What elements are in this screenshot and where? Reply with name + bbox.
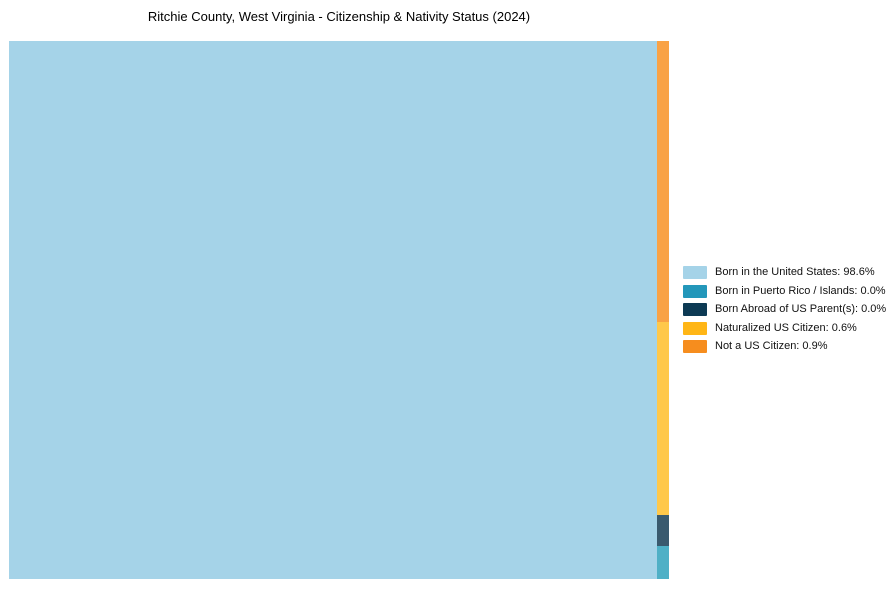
legend-swatch-born-in-us-icon — [683, 266, 707, 279]
legend-item-born-abroad[interactable]: Born Abroad of US Parent(s): 0.0% — [683, 303, 886, 316]
treemap-rect-born-in-us[interactable] — [9, 41, 657, 579]
treemap-rect-not-us-citizen[interactable] — [657, 41, 669, 322]
treemap-rect-naturalized-citizen[interactable] — [657, 322, 669, 515]
legend-swatch-naturalized-icon — [683, 321, 707, 335]
legend-label: Naturalized US Citizen: 0.6% — [715, 321, 857, 334]
legend: Born in the United States: 98.6% Born in… — [683, 266, 886, 359]
legend-item-not-us-citizen[interactable]: Not a US Citizen: 0.9% — [683, 340, 886, 353]
legend-item-born-in-us[interactable]: Born in the United States: 98.6% — [683, 266, 886, 279]
legend-label: Born in Puerto Rico / Islands: 0.0% — [715, 284, 886, 297]
legend-swatch-born-abroad-icon — [683, 303, 707, 316]
legend-label: Born Abroad of US Parent(s): 0.0% — [715, 303, 887, 315]
treemap-rect-puerto-rico[interactable] — [657, 546, 669, 579]
legend-label: Not a US Citizen: 0.9% — [715, 340, 828, 352]
legend-label: Born in the United States: 98.6% — [715, 266, 875, 278]
legend-swatch-puerto-rico-icon — [683, 284, 707, 298]
chart-title: Ritchie County, West Virginia - Citizens… — [147, 9, 531, 24]
treemap-rect-born-abroad[interactable] — [657, 515, 669, 546]
legend-swatch-not-us-citizen-icon — [683, 340, 707, 353]
legend-item-naturalized[interactable]: Naturalized US Citizen: 0.6% — [683, 321, 886, 335]
legend-item-puerto-rico[interactable]: Born in Puerto Rico / Islands: 0.0% — [683, 284, 886, 298]
